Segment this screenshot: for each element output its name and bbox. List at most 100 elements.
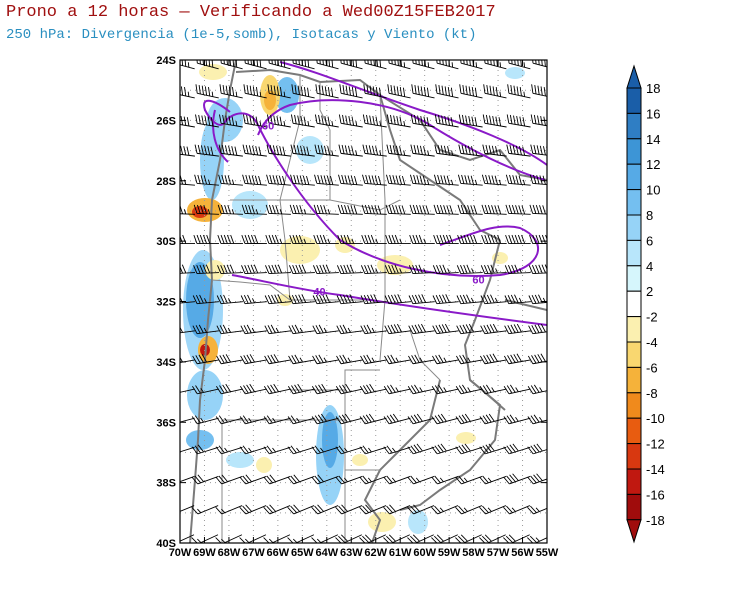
- wind-barb: [288, 294, 315, 305]
- wind-barb: [456, 323, 483, 335]
- wind-barb: [385, 204, 411, 215]
- wind-barb: [456, 294, 483, 305]
- wind-barb: [503, 443, 531, 455]
- wind-barb: [336, 294, 363, 305]
- wind-barb: [361, 234, 387, 244]
- wind-barb: [266, 174, 291, 186]
- lon-tick-label: 64W: [315, 547, 338, 559]
- province-borders: [211, 75, 441, 543]
- wind-barb: [290, 114, 315, 128]
- wind-barb: [384, 323, 411, 335]
- wind-barb: [336, 354, 363, 365]
- wind-barbs: [180, 60, 547, 543]
- wind-barb: [289, 264, 315, 275]
- wind-barb: [409, 174, 435, 186]
- colorbar-top-arrow: [626, 64, 642, 89]
- wind-barb: [312, 324, 339, 335]
- wind-barb: [287, 383, 315, 395]
- lon-tick-label: 58W: [462, 547, 485, 559]
- wind-barb: [180, 417, 195, 423]
- wind-barb: [192, 324, 219, 335]
- wind-barb: [432, 323, 459, 335]
- wind-barb: [457, 204, 483, 215]
- lat-tick-label: 34S: [156, 357, 176, 369]
- wind-barb: [193, 234, 219, 244]
- wind-barb: [336, 324, 363, 335]
- lon-tick-label: 70W: [169, 547, 192, 559]
- colorbar-box: [626, 392, 642, 419]
- wind-barb: [479, 505, 507, 515]
- wind-barb: [313, 234, 339, 244]
- wind-barb: [311, 413, 339, 425]
- wind-barb: [505, 234, 531, 244]
- wind-barb: [263, 504, 291, 515]
- wind-barb: [289, 234, 315, 244]
- wind-barb: [241, 234, 267, 244]
- isotach-label: 40: [313, 286, 325, 298]
- colorbar-label: -8: [646, 386, 658, 401]
- wind-barb: [316, 60, 339, 70]
- wind-barb: [528, 294, 547, 305]
- wind-barb: [335, 413, 363, 425]
- wind-barb: [434, 144, 459, 157]
- wind-barb: [459, 84, 483, 99]
- wind-barb: [482, 144, 507, 157]
- lon-tick-label: 66W: [267, 547, 290, 559]
- wind-barb: [217, 234, 243, 244]
- wind-barb: [408, 294, 435, 305]
- colorbar-label: 16: [646, 106, 660, 121]
- colorbar: 18 16 14 12 10 8 6 4 2 -2 -4 -6 -8 -10 -12 -14 -16 -18: [626, 64, 665, 544]
- wind-barb: [312, 294, 339, 305]
- colorbar-label: 12: [646, 157, 660, 172]
- lat-tick-label: 32S: [156, 297, 176, 309]
- lat-tick-label: 36S: [156, 417, 176, 429]
- wind-barb: [527, 473, 547, 485]
- wind-barb: [436, 60, 459, 70]
- wind-barb: [529, 204, 547, 215]
- wind-barb: [288, 354, 315, 365]
- wind-barb: [180, 505, 195, 512]
- colorbar-box: [626, 443, 642, 470]
- wind-barb: [385, 234, 411, 244]
- wind-barb: [503, 384, 531, 395]
- wind-barb: [268, 60, 291, 70]
- wind-barb: [529, 174, 547, 186]
- wind-barb: [290, 174, 315, 186]
- wind-barb: [360, 354, 387, 365]
- wind-barb: [219, 114, 243, 128]
- colorbar-box: [626, 138, 642, 165]
- wind-barb: [455, 505, 483, 515]
- wind-barb: [432, 264, 459, 275]
- wind-barb: [531, 84, 547, 97]
- wind-barb: [339, 84, 363, 99]
- wind-barb: [505, 204, 531, 215]
- colorbar-box: [626, 290, 642, 318]
- wind-barb: [263, 415, 291, 425]
- wind-barb: [240, 324, 267, 335]
- wind-barb: [313, 204, 339, 215]
- wind-barb: [291, 84, 315, 99]
- colorbar-box: [626, 239, 642, 267]
- chart-title: Prono a 12 horas — Verificando a Wed00Z1…: [6, 3, 496, 22]
- wind-barb: [180, 446, 195, 453]
- wind-barb: [504, 323, 531, 335]
- colorbar-label: 8: [646, 208, 653, 223]
- wind-barb: [527, 384, 547, 395]
- wind-barb: [193, 264, 219, 275]
- colorbar-box: [626, 265, 642, 292]
- wind-barb: [195, 84, 219, 99]
- wind-barb: [530, 144, 547, 156]
- colorbar-bottom-arrow: [626, 519, 642, 544]
- lon-tick-label: 63W: [340, 547, 363, 559]
- wind-barb: [412, 60, 435, 70]
- wind-barb: [458, 144, 483, 157]
- wind-barb: [479, 443, 507, 455]
- wind-barb: [359, 445, 387, 455]
- wind-barb: [433, 234, 459, 244]
- wind-barb: [481, 204, 507, 215]
- lon-tick-label: 61W: [389, 547, 412, 559]
- wind-barb: [507, 84, 531, 99]
- colorbar-box: [626, 493, 642, 521]
- colorbar-box: [626, 316, 642, 343]
- colorbar-label: -16: [646, 487, 665, 502]
